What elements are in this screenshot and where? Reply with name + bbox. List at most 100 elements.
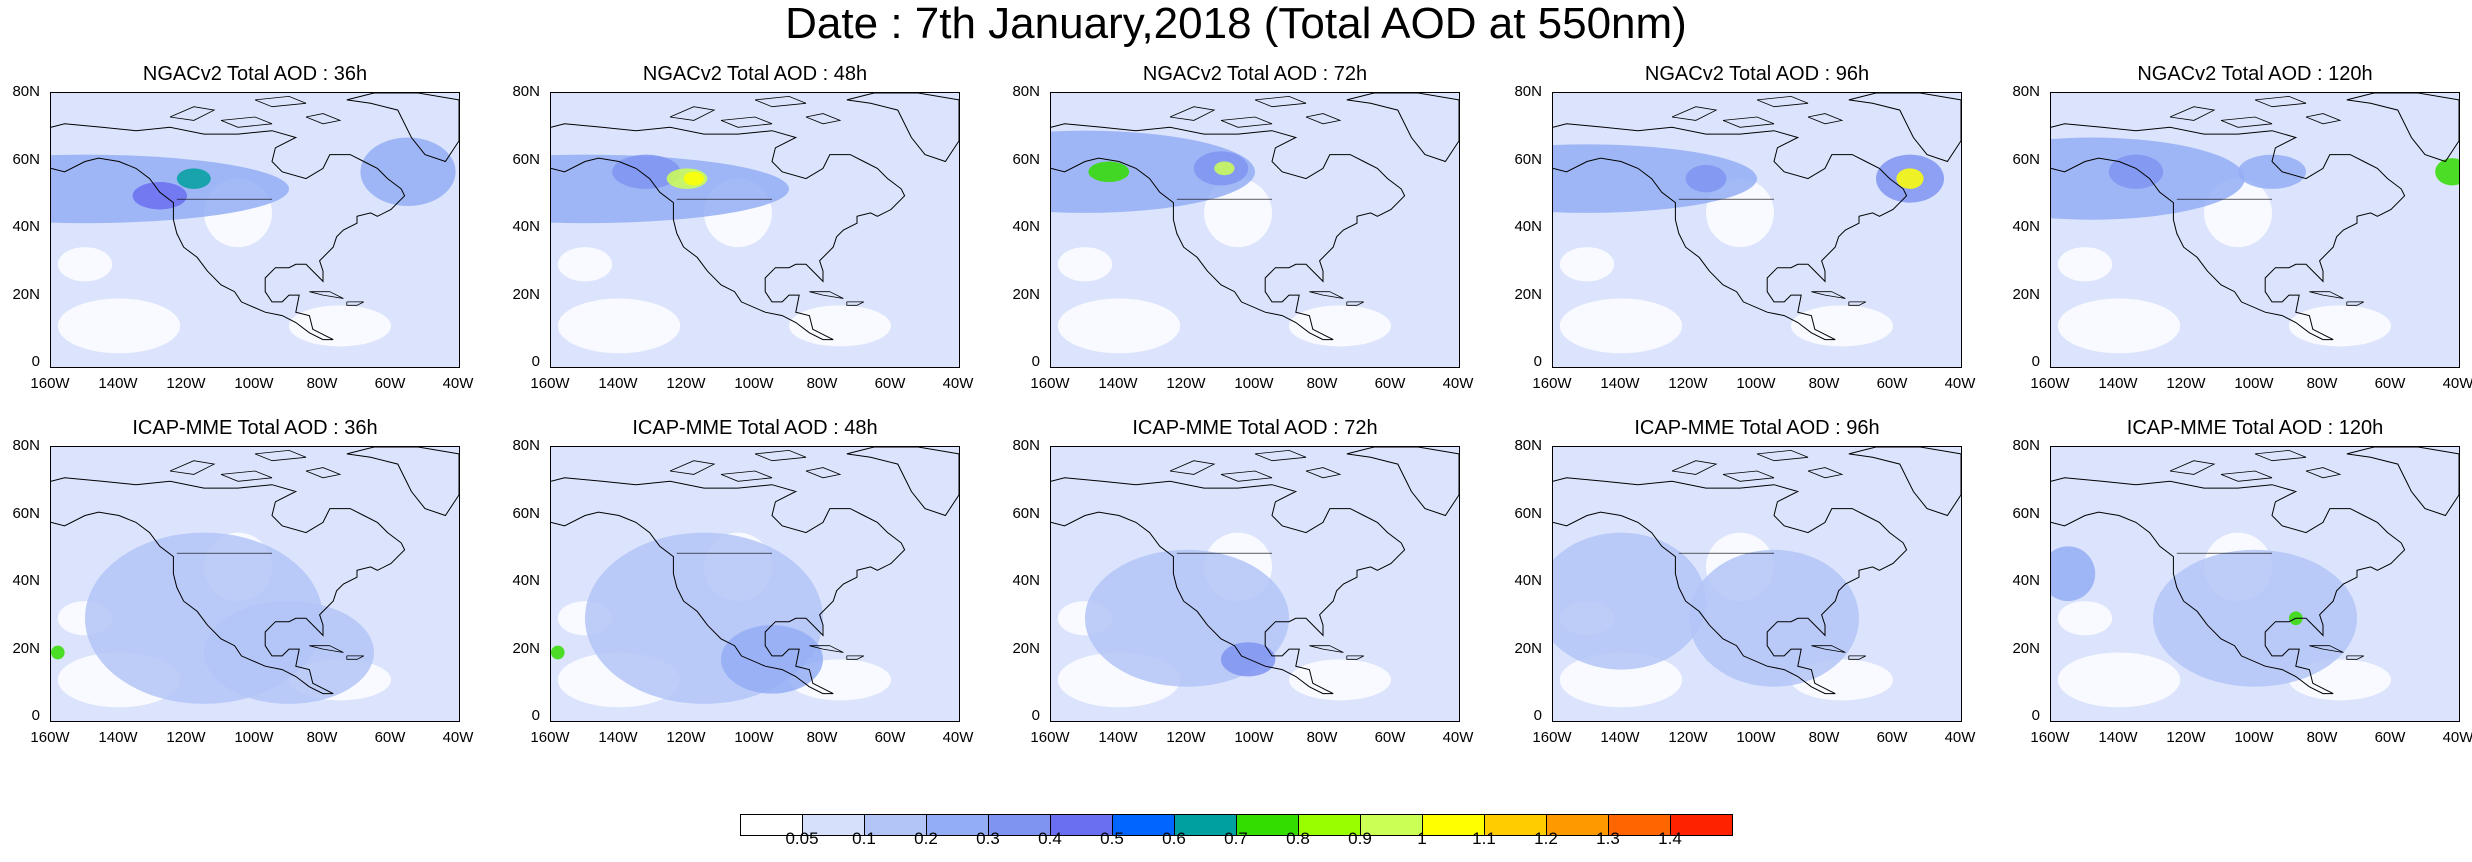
aod-plume <box>176 168 211 189</box>
latitude-tick-label: 80N <box>12 437 40 454</box>
longitude-tick-label: 40W <box>442 729 474 746</box>
latitude-tick-label: 20N <box>12 286 40 303</box>
panel-title: ICAP-MME Total AOD : 120h <box>2126 417 2384 439</box>
latitude-tick-label: 20N <box>1012 640 1040 657</box>
colorbar-label: 0.05 <box>785 829 819 848</box>
island-coastline <box>1169 106 1216 121</box>
longitude-tick-label: 80W <box>306 729 338 746</box>
panel-title: NGACv2 Total AOD : 120h <box>2137 63 2373 85</box>
map-panel: NGACv2 Total AOD : 36h 80N 60N 40N 20N 0 160W 1… <box>12 62 473 392</box>
latitude-tick-label: 40N <box>1012 218 1040 235</box>
longitude-tick-label: 40W <box>1442 729 1474 746</box>
figure-title: Date : 7th January,2018 (Total AOD at 55… <box>785 0 1687 48</box>
island-coastline <box>346 655 364 660</box>
longitude-tick-label: 120W <box>666 729 706 746</box>
longitude-tick-label: 160W <box>530 375 570 392</box>
aod-low-patch <box>2057 601 2113 636</box>
longitude-tick-label: 140W <box>2098 729 2138 746</box>
island-coastline <box>1305 113 1342 125</box>
aod-low-patch <box>1559 652 1683 708</box>
aod-low-patch <box>2057 298 2181 354</box>
longitude-tick-label: 140W <box>598 729 638 746</box>
island-coastline <box>720 470 773 482</box>
longitude-tick-label: 40W <box>1944 375 1976 392</box>
latitude-tick-label: 80N <box>1012 83 1040 100</box>
island-coastline <box>2220 116 2273 128</box>
aod-plume <box>1896 168 1924 189</box>
coastline <box>1553 123 1908 341</box>
aod-plume <box>683 171 704 186</box>
aod-map <box>551 447 959 721</box>
aod-plume <box>132 182 187 210</box>
longitude-tick-label: 120W <box>1166 729 1206 746</box>
latitude-tick-label: 20N <box>2012 640 2040 657</box>
aod-low-patch <box>1289 659 1391 701</box>
colorbar-label: 0.1 <box>852 829 876 848</box>
colorbar-label: 1.4 <box>1658 829 1682 848</box>
longitude-tick-label: 120W <box>166 729 206 746</box>
coastline <box>1051 123 1406 341</box>
aod-plume <box>721 625 823 694</box>
longitude-tick-label: 120W <box>2166 729 2206 746</box>
island-coastline <box>2309 645 2344 653</box>
latitude-tick-label: 60N <box>512 151 540 168</box>
colorbar-label: 1 <box>1417 829 1427 848</box>
aod-map <box>51 447 459 721</box>
island-coastline <box>754 449 807 462</box>
aod-plume <box>2435 158 2459 186</box>
greenland-coastline <box>846 93 959 163</box>
longitude-tick-label: 100W <box>1736 729 1776 746</box>
longitude-tick-label: 80W <box>2306 375 2338 392</box>
island-coastline <box>169 106 216 121</box>
longitude-tick-label: 120W <box>666 375 706 392</box>
island-coastline <box>754 95 807 108</box>
colorbar-label: 1.1 <box>1472 829 1496 848</box>
aod-plume <box>2108 154 2164 189</box>
island-coastline <box>669 460 716 475</box>
latitude-tick-label: 60N <box>512 505 540 522</box>
colorbar <box>740 814 1733 837</box>
latitude-tick-label: 0 <box>531 707 540 724</box>
island-coastline <box>309 291 344 299</box>
island-coastline <box>2169 106 2216 121</box>
longitude-tick-label: 80W <box>306 375 338 392</box>
coastline <box>551 477 906 695</box>
longitude-tick-label: 120W <box>2166 375 2206 392</box>
aod-plume <box>1553 144 1757 213</box>
aod-plume <box>612 154 681 189</box>
longitude-tick-label: 60W <box>1876 375 1908 392</box>
latitude-tick-label: 0 <box>1031 353 1040 370</box>
aod-plume <box>1214 161 1235 176</box>
aod-plume <box>2153 549 2357 687</box>
island-coastline <box>309 645 344 653</box>
coastline <box>51 123 406 341</box>
longitude-tick-label: 40W <box>442 375 474 392</box>
longitude-tick-label: 60W <box>1374 729 1406 746</box>
longitude-tick-label: 80W <box>806 375 838 392</box>
island-coastline <box>2305 113 2342 125</box>
aod-low-patch <box>1057 298 1181 354</box>
longitude-tick-label: 100W <box>2234 375 2274 392</box>
aod-low-patch <box>2289 305 2391 347</box>
island-coastline <box>2346 301 2364 306</box>
latitude-tick-label: 40N <box>12 572 40 589</box>
longitude-tick-label: 140W <box>98 729 138 746</box>
latitude-tick-label: 20N <box>1514 286 1542 303</box>
longitude-tick-label: 100W <box>2234 729 2274 746</box>
island-coastline <box>305 467 342 479</box>
latitude-tick-label: 40N <box>2012 572 2040 589</box>
latitude-tick-label: 0 <box>2031 707 2040 724</box>
colorbar-label: 0.2 <box>914 829 938 848</box>
map-panel: NGACv2 Total AOD : 72h 80N 60N 40N 20N 0 160W 1… <box>1012 62 1473 392</box>
island-coastline <box>809 645 844 653</box>
greenland-coastline <box>2346 447 2459 517</box>
latitude-tick-label: 20N <box>512 286 540 303</box>
colorbar-label: 0.4 <box>1038 829 1062 848</box>
island-coastline <box>2254 449 2307 462</box>
coastline <box>1051 477 1406 695</box>
panel-title: NGACv2 Total AOD : 72h <box>1142 63 1368 85</box>
longitude-tick-label: 160W <box>30 375 70 392</box>
greenland-coastline <box>1848 93 1961 163</box>
map-plot-area <box>1050 446 1460 722</box>
island-coastline <box>809 291 844 299</box>
